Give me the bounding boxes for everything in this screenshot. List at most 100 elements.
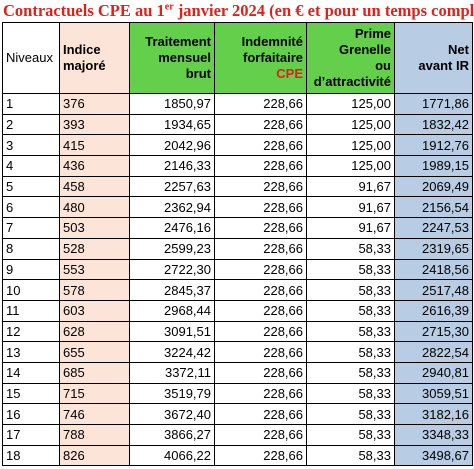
table-cell: 58,33 (306, 424, 395, 446)
table-cell: 228,66 (214, 258, 307, 281)
column-header: Traitement mensuel brut (129, 22, 215, 94)
table-row: 6 480 2362,94 228,66 91,67 2156,54 (2, 196, 473, 219)
table-row: 18 826 4066,22 228,66 58,33 3498,67 (2, 444, 473, 467)
table-cell: 228,66 (214, 279, 307, 301)
header-line: Traitement (145, 34, 211, 49)
table-cell: 578 (59, 279, 130, 301)
table-cell: 125,00 (306, 134, 395, 157)
table-body: 1 376 1850,97 228,66 125,00 1771,86 2 393 1934,6… (2, 93, 473, 467)
table-cell: 393 (59, 113, 130, 136)
title-text: Contractuels CPE au 1 (3, 1, 165, 20)
table-cell: 376 (59, 93, 130, 115)
table-row: 1 376 1850,97 228,66 125,00 1771,86 (2, 93, 473, 115)
table-cell: 228,66 (214, 93, 307, 115)
column-header: Indice majoré (59, 22, 130, 94)
table-cell: 2822,54 (394, 341, 473, 363)
header-line: avant IR (418, 58, 469, 73)
table-row: 13 655 3224,42 228,66 58,33 2822,54 (2, 341, 473, 363)
table-cell: 628 (59, 320, 130, 343)
table-cell: 4066,22 (129, 444, 215, 467)
table-cell: 11 (2, 299, 60, 322)
table-cell: 58,33 (306, 320, 395, 343)
table-cell: 228,66 (214, 403, 307, 425)
table-cell: 2362,94 (129, 196, 215, 219)
table-cell: 228,66 (214, 424, 307, 446)
table-cell: 14 (2, 361, 60, 384)
table-cell: 655 (59, 341, 130, 363)
table-cell: 2257,63 (129, 175, 215, 198)
header-line: CPE (276, 66, 303, 81)
table-cell: 58,33 (306, 382, 395, 405)
table-cell: 2599,23 (129, 237, 215, 260)
table-cell: 458 (59, 175, 130, 198)
table-cell: 58,33 (306, 237, 395, 260)
title-sup: er (164, 1, 174, 13)
header-line: ou (375, 58, 391, 73)
table-cell: 685 (59, 361, 130, 384)
header-line: Grenelle (338, 42, 391, 57)
table-cell: 17 (2, 424, 60, 446)
table-cell: 58,33 (306, 361, 395, 384)
table-cell: 228,66 (214, 444, 307, 467)
table-cell: 2722,30 (129, 258, 215, 281)
table-cell: 3182,16 (394, 403, 473, 425)
header-line: Indemnité (241, 34, 303, 49)
table-cell: 228,66 (214, 320, 307, 343)
table-cell: 1989,15 (394, 155, 473, 177)
table-cell: 91,67 (306, 175, 395, 198)
table-row: 12 628 3091,51 228,66 58,33 2715,30 (2, 320, 473, 343)
table-cell: 3519,79 (129, 382, 215, 405)
table-cell: 3672,40 (129, 403, 215, 425)
table-cell: 3372,11 (129, 361, 215, 384)
header-line: forfaitaire (243, 50, 303, 65)
table-cell: 228,66 (214, 217, 307, 239)
table-cell: 1832,42 (394, 113, 473, 136)
header-line: Indice (63, 42, 101, 57)
table-cell: 715 (59, 382, 130, 405)
table-cell: 436 (59, 155, 130, 177)
table-cell: 603 (59, 299, 130, 322)
table-cell: 2517,48 (394, 279, 473, 301)
table-cell: 480 (59, 196, 130, 219)
table-cell: 228,66 (214, 341, 307, 363)
header-line: mensuel (158, 50, 211, 65)
table-cell: 2476,16 (129, 217, 215, 239)
table-cell: 58,33 (306, 279, 395, 301)
table-row: 11 603 2968,44 228,66 58,33 2616,39 (2, 299, 473, 322)
column-header: Niveaux (2, 22, 60, 94)
table-row: 3 415 2042,96 228,66 125,00 1912,76 (2, 134, 473, 157)
table-cell: 228,66 (214, 237, 307, 260)
table-cell: 3091,51 (129, 320, 215, 343)
table-cell: 503 (59, 217, 130, 239)
header-row: Niveaux Indice majoré Traitement mensuel brut… (2, 22, 473, 94)
table-cell: 3059,51 (394, 382, 473, 405)
table-cell: 2940,81 (394, 361, 473, 384)
table-cell: 3 (2, 134, 60, 157)
header-line: Niveaux (6, 50, 53, 65)
table-cell: 228,66 (214, 113, 307, 136)
table-row: 2 393 1934,65 228,66 125,00 1832,42 (2, 113, 473, 136)
table-cell: 16 (2, 403, 60, 425)
table-cell: 2 (2, 113, 60, 136)
table-cell: 58,33 (306, 299, 395, 322)
table-cell: 125,00 (306, 113, 395, 136)
table-cell: 3348,33 (394, 424, 473, 446)
table-cell: 10 (2, 279, 60, 301)
table-cell: 2042,96 (129, 134, 215, 157)
table-row: 8 528 2599,23 228,66 58,33 2319,65 (2, 237, 473, 260)
table-cell: 8 (2, 237, 60, 260)
table-cell: 746 (59, 403, 130, 425)
table-cell: 58,33 (306, 444, 395, 467)
table-cell: 3866,27 (129, 424, 215, 446)
table-cell: 58,33 (306, 403, 395, 425)
table-cell: 228,66 (214, 155, 307, 177)
table-row: 15 715 3519,79 228,66 58,33 3059,51 (2, 382, 473, 405)
table-row: 10 578 2845,37 228,66 58,33 2517,48 (2, 279, 473, 301)
table-cell: 2156,54 (394, 196, 473, 219)
table-cell: 3498,67 (394, 444, 473, 467)
header-line: Net (448, 42, 469, 57)
column-header: Net avant IR (394, 22, 473, 94)
title-text: janvier 2024 (en € et pour un temps comp… (173, 1, 474, 20)
table-cell: 58,33 (306, 258, 395, 281)
table-cell: 2616,39 (394, 299, 473, 322)
